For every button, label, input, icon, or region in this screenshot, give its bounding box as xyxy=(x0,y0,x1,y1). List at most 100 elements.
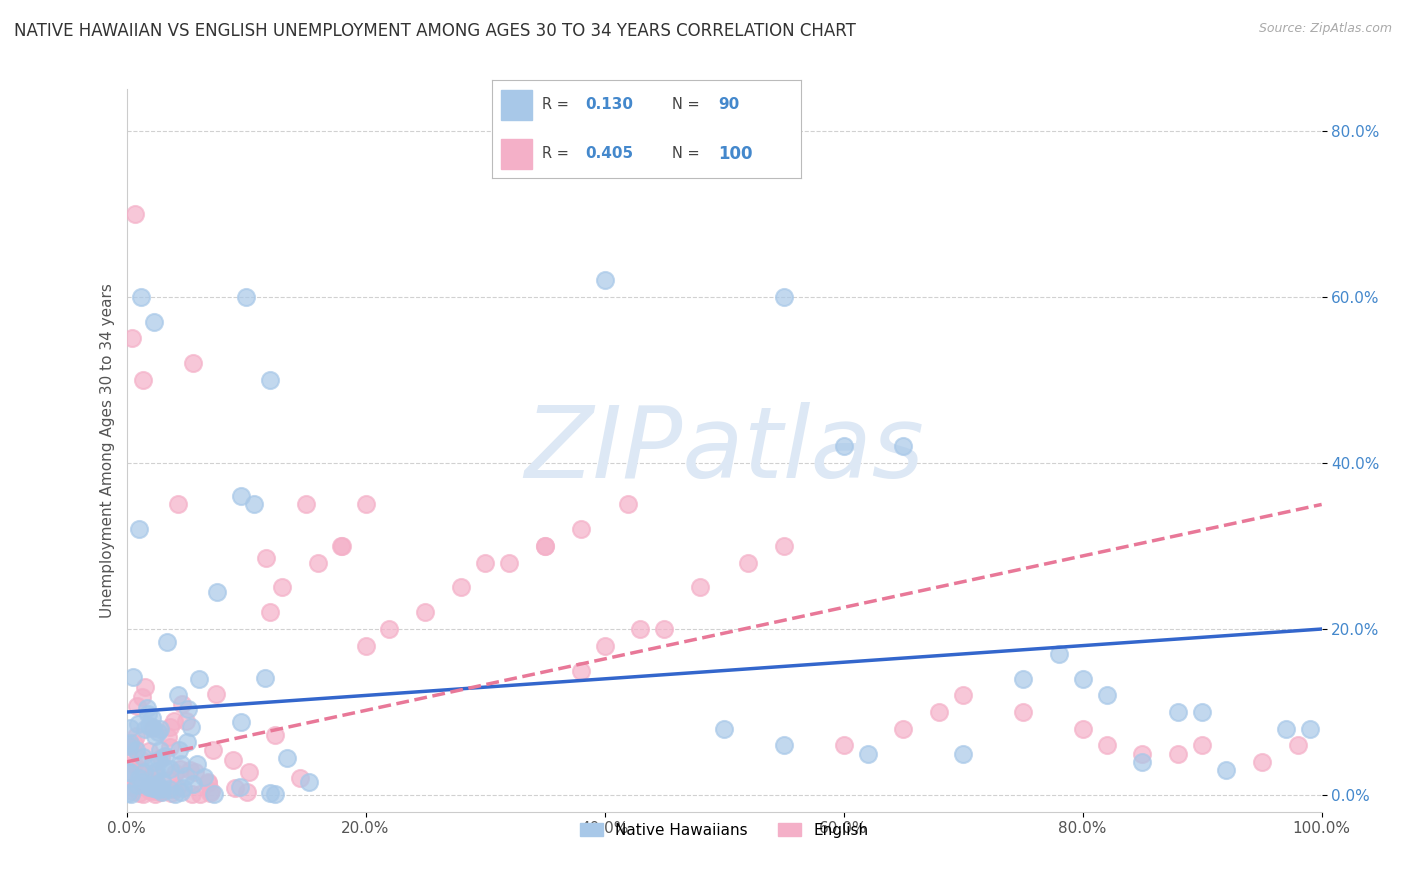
Text: 100: 100 xyxy=(718,145,752,163)
Point xyxy=(117,765,139,780)
Text: R =: R = xyxy=(541,97,568,112)
Point xyxy=(150,774,173,789)
Point xyxy=(127,716,149,731)
Point xyxy=(120,721,142,735)
Point xyxy=(143,315,166,329)
Point xyxy=(152,783,174,797)
Point xyxy=(138,744,160,758)
Point xyxy=(159,740,181,755)
Point xyxy=(200,784,222,798)
Point xyxy=(235,785,257,799)
Point xyxy=(179,763,201,777)
Point xyxy=(142,766,165,780)
Point xyxy=(174,714,197,729)
Y-axis label: Unemployment Among Ages 30 to 34 years: Unemployment Among Ages 30 to 34 years xyxy=(100,283,115,618)
Text: N =: N = xyxy=(672,97,699,112)
Point xyxy=(159,720,181,734)
Bar xyxy=(502,139,533,169)
Point xyxy=(276,751,298,765)
Point xyxy=(238,764,260,779)
Point xyxy=(1286,739,1309,753)
Point xyxy=(120,739,142,753)
Point xyxy=(138,784,160,798)
Point xyxy=(120,787,142,801)
Text: NATIVE HAWAIIAN VS ENGLISH UNEMPLOYMENT AMONG AGES 30 TO 34 YEARS CORRELATION CH: NATIVE HAWAIIAN VS ENGLISH UNEMPLOYMENT … xyxy=(14,22,856,40)
Point xyxy=(450,581,472,595)
Point xyxy=(176,735,198,749)
Point xyxy=(122,670,145,684)
Point xyxy=(132,787,155,801)
Point xyxy=(138,718,160,732)
Point xyxy=(378,622,401,636)
Point xyxy=(159,782,181,797)
Point xyxy=(143,784,166,798)
Point xyxy=(138,780,160,795)
Point xyxy=(1191,705,1213,719)
Point xyxy=(145,764,167,778)
Legend: Native Hawaiians, English: Native Hawaiians, English xyxy=(574,816,875,844)
Point xyxy=(773,290,796,304)
Point xyxy=(122,736,145,750)
Point xyxy=(891,439,914,453)
Point xyxy=(259,786,281,800)
Point xyxy=(856,747,879,761)
Point xyxy=(131,290,153,304)
Point xyxy=(125,729,148,743)
Point xyxy=(264,728,287,742)
Point xyxy=(231,489,253,503)
Point xyxy=(254,671,277,685)
Point xyxy=(138,782,160,797)
Point xyxy=(143,729,166,743)
Point xyxy=(1011,672,1033,686)
Point xyxy=(270,581,294,595)
Point xyxy=(156,634,179,648)
Point xyxy=(259,373,281,387)
Point xyxy=(928,705,950,719)
Point xyxy=(174,769,197,783)
Point xyxy=(128,772,150,786)
Point xyxy=(1130,747,1153,761)
Point xyxy=(181,777,204,791)
Point xyxy=(180,720,202,734)
Point xyxy=(264,787,287,801)
Point xyxy=(307,556,329,570)
Point xyxy=(617,498,640,512)
Point xyxy=(142,721,165,735)
Point xyxy=(142,755,165,769)
Point xyxy=(235,290,257,304)
Point xyxy=(773,539,796,553)
Point xyxy=(329,539,352,553)
Point xyxy=(689,581,711,595)
Point xyxy=(1047,647,1070,661)
Point xyxy=(832,439,855,453)
Point xyxy=(120,736,142,750)
Point xyxy=(1215,763,1237,777)
Point xyxy=(152,761,174,775)
Point xyxy=(713,722,735,736)
Point xyxy=(134,680,156,694)
Point xyxy=(177,701,200,715)
Point xyxy=(146,777,169,791)
Point xyxy=(170,757,193,772)
Point xyxy=(169,763,191,777)
Point xyxy=(184,764,207,779)
Point xyxy=(205,687,228,701)
Text: 0.405: 0.405 xyxy=(585,146,633,161)
Point xyxy=(149,785,172,799)
Point xyxy=(169,743,191,757)
Point xyxy=(134,764,156,779)
Point xyxy=(533,539,555,553)
Point xyxy=(149,722,172,736)
Point xyxy=(628,622,651,636)
Point xyxy=(141,710,163,724)
Point xyxy=(145,766,167,780)
Point xyxy=(259,606,281,620)
Point xyxy=(1130,755,1153,769)
Point xyxy=(593,273,616,287)
Point xyxy=(145,782,167,797)
Point xyxy=(832,739,855,753)
Point xyxy=(288,771,311,785)
Point xyxy=(294,498,316,512)
Point xyxy=(1274,722,1296,736)
Point xyxy=(773,739,796,753)
